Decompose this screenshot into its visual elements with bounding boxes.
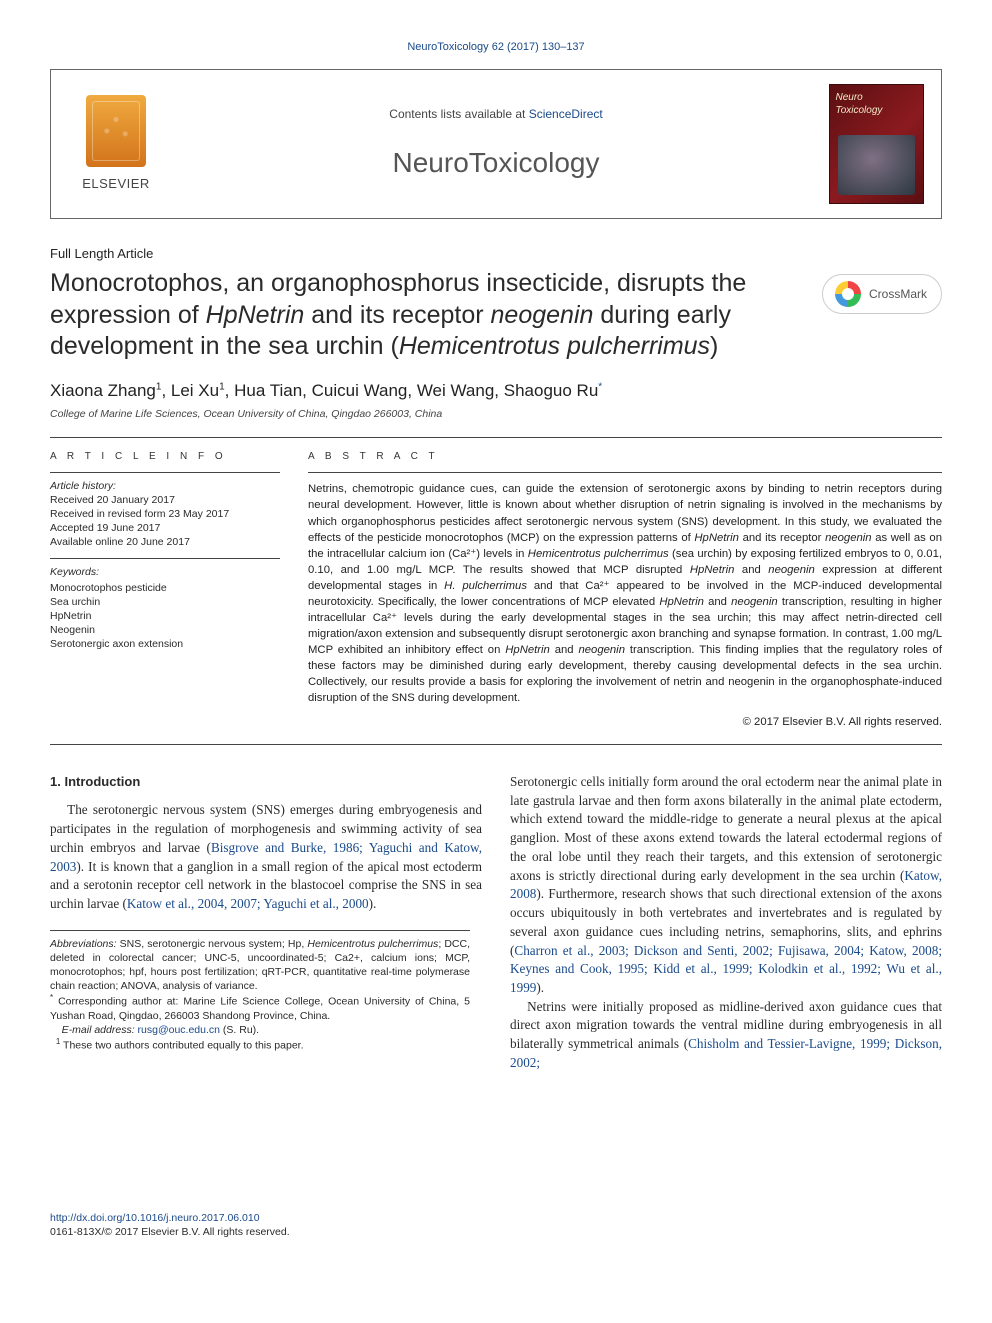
body-paragraph: Netrins were initially proposed as midli… [510,998,942,1073]
corresponding-author-line: * Corresponding author at: Marine Life S… [50,993,470,1023]
author: Cuicui Wang [312,381,408,400]
corresponding-mark: * [598,381,602,392]
keyword: HpNetrin [50,609,280,623]
elsevier-tree-icon [86,95,146,167]
keyword: Serotonergic axon extension [50,637,280,651]
contents-available-line: Contents lists available at ScienceDirec… [389,106,602,122]
title-italic-species: Hemicentrotus pulcherrimus [399,332,710,360]
abstract-body: Netrins, chemotropic guidance cues, can … [308,472,942,705]
section-heading-introduction: 1. Introduction [50,773,482,791]
email-line: E-mail address: rusg@ouc.edu.cn (S. Ru). [50,1023,470,1037]
title-text: ) [710,332,718,360]
divider [50,744,942,745]
author-affil-mark: 1 [219,381,225,392]
history-accepted: Accepted 19 June 2017 [50,521,280,535]
body-text: ). [369,896,377,911]
abs-italic: HpNetrin [694,532,739,544]
body-paragraph: Serotonergic cells initially form around… [510,773,942,998]
author: Xiaona Zhang [50,381,156,400]
elsevier-wordmark: ELSEVIER [82,175,150,193]
journal-name: NeuroToxicology [393,144,600,182]
doi-link[interactable]: http://dx.doi.org/10.1016/j.neuro.2017.0… [50,1212,260,1224]
abs-italic: neogenin [731,596,778,608]
abs-italic: HpNetrin [690,564,735,576]
abs-text: and [550,644,579,656]
abs-italic: HpNetrin [659,596,704,608]
crossmark-label: CrossMark [869,286,927,302]
title-text: and its receptor [304,301,490,329]
citation-link[interactable]: Katow et al., 2004, 2007; Yaguchi et al.… [127,896,369,911]
body-paragraph: The serotonergic nervous system (SNS) em… [50,801,482,913]
article-info-column: A R T I C L E I N F O Article history: R… [50,450,280,730]
keyword: Neogenin [50,623,280,637]
article-title: Monocrotophos, an organophosphorus insec… [50,268,770,362]
abstract-column: A B S T R A C T Netrins, chemotropic gui… [308,450,942,730]
sciencedirect-link[interactable]: ScienceDirect [529,107,603,121]
abs-italic: H. pulcherrimus [444,580,527,592]
author-affil-mark: 1 [156,381,162,392]
corr-text: Corresponding author at: Marine Life Sci… [50,996,470,1022]
article-info-heading: A R T I C L E I N F O [50,450,280,464]
article-type: Full Length Article [50,245,942,263]
title-italic-hpnetrin: HpNetrin [206,301,305,329]
keyword: Monocrotophos pesticide [50,581,280,595]
email-label: E-mail address: [62,1024,138,1036]
body-text: ). [536,980,544,995]
citation-link[interactable]: Charron et al., 2003; Dickson and Senti,… [510,943,942,995]
abstract-heading: A B S T R A C T [308,450,942,464]
divider [50,437,942,438]
history-received: Received 20 January 2017 [50,493,280,507]
cover-title-line1: Neuro [836,91,917,105]
cover-title-line2: Toxicology [836,104,917,118]
keyword: Sea urchin [50,595,280,609]
history-label: Article history: [50,479,280,493]
abbr-text: SNS, serotonergic nervous system; Hp, [117,938,308,950]
author-list: Xiaona Zhang1, Lei Xu1, Hua Tian, Cuicui… [50,380,942,403]
history-revised: Received in revised form 23 May 2017 [50,507,280,521]
abs-text: and [704,596,731,608]
eq-text: These two authors contributed equally to… [60,1040,303,1052]
contents-prefix: Contents lists available at [389,107,528,121]
author: Hua Tian [234,381,302,400]
abs-text: and its receptor [739,532,825,544]
abs-text: and [734,564,768,576]
abs-italic: HpNetrin [505,644,550,656]
email-link[interactable]: rusg@ouc.edu.cn [138,1024,220,1036]
author: Wei Wang [417,381,494,400]
journal-cover-thumbnail: Neuro Toxicology [829,84,924,204]
crossmark-badge[interactable]: CrossMark [822,274,942,314]
author: Shaoguo Ru [504,381,599,400]
history-online: Available online 20 June 2017 [50,535,280,549]
keywords-label: Keywords: [50,565,280,579]
abbr-italic: Hemicentrotus pulcherrimus [307,938,438,950]
author: Lei Xu [171,381,219,400]
body-text: Serotonergic cells initially form around… [510,774,942,883]
abs-italic: neogenin [578,644,625,656]
crossmark-icon [835,281,861,307]
abbr-label: Abbreviations: [50,938,117,950]
abs-italic: Hemicentrotus pulcherrimus [528,548,669,560]
abs-italic: neogenin [825,532,872,544]
abstract-copyright: © 2017 Elsevier B.V. All rights reserved… [308,714,942,730]
abbreviations-line: Abbreviations: SNS, serotonergic nervous… [50,937,470,994]
title-italic-neogenin: neogenin [491,301,594,329]
affiliation: College of Marine Life Sciences, Ocean U… [50,407,942,421]
issn-copyright: 0161-813X/© 2017 Elsevier B.V. All right… [50,1225,942,1239]
equal-contribution-line: 1 These two authors contributed equally … [50,1037,470,1053]
footnotes-block: Abbreviations: SNS, serotonergic nervous… [50,930,470,1053]
email-tail: (S. Ru). [220,1024,259,1036]
elsevier-logo-cell: ELSEVIER [51,70,181,218]
body-two-column: 1. Introduction The serotonergic nervous… [50,773,942,1193]
footer-block: http://dx.doi.org/10.1016/j.neuro.2017.0… [50,1211,942,1239]
abs-italic: neogenin [768,564,815,576]
journal-header: ELSEVIER Contents lists available at Sci… [50,69,942,219]
running-head: NeuroToxicology 62 (2017) 130–137 [50,40,942,55]
